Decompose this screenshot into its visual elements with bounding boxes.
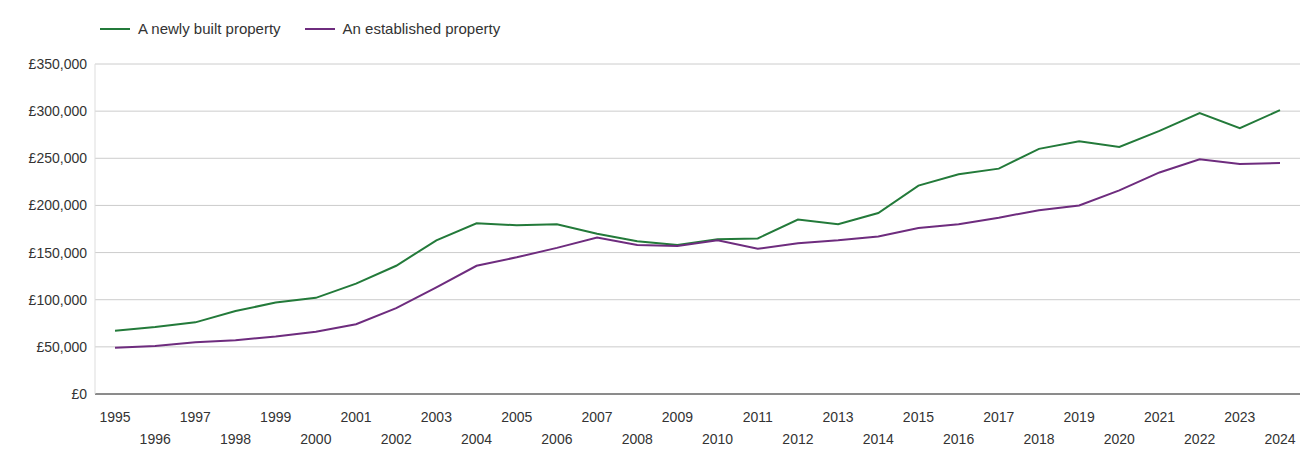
svg-text:£250,000: £250,000 [29, 150, 88, 166]
svg-text:£150,000: £150,000 [29, 245, 88, 261]
svg-text:2008: 2008 [622, 431, 653, 447]
svg-text:1996: 1996 [140, 431, 171, 447]
svg-text:£50,000: £50,000 [36, 339, 87, 355]
svg-text:2024: 2024 [1264, 431, 1295, 447]
svg-text:1995: 1995 [99, 409, 130, 425]
svg-text:2016: 2016 [943, 431, 974, 447]
html-text:A newly built property: A newly built property [138, 20, 281, 37]
svg-text:£300,000: £300,000 [29, 103, 88, 119]
svg-text:2005: 2005 [501, 409, 532, 425]
svg-text:2017: 2017 [983, 409, 1014, 425]
svg-text:2012: 2012 [782, 431, 813, 447]
svg-text:2022: 2022 [1184, 431, 1215, 447]
html-text:An established property: An established property [342, 20, 501, 37]
svg-text:2010: 2010 [702, 431, 733, 447]
svg-text:2014: 2014 [863, 431, 894, 447]
svg-text:1999: 1999 [260, 409, 291, 425]
svg-text:2011: 2011 [743, 409, 773, 425]
svg-text:2009: 2009 [662, 409, 693, 425]
svg-text:£100,000: £100,000 [29, 292, 88, 308]
svg-text:1997: 1997 [180, 409, 211, 425]
svg-text:2020: 2020 [1104, 431, 1135, 447]
svg-text:2002: 2002 [381, 431, 412, 447]
svg-text:2004: 2004 [461, 431, 492, 447]
svg-text:1998: 1998 [220, 431, 251, 447]
svg-text:2001: 2001 [340, 409, 371, 425]
svg-text:2023: 2023 [1224, 409, 1255, 425]
svg-text:2003: 2003 [421, 409, 452, 425]
svg-text:£200,000: £200,000 [29, 197, 88, 213]
svg-text:2000: 2000 [300, 431, 331, 447]
svg-text:2015: 2015 [903, 409, 934, 425]
svg-text:£350,000: £350,000 [29, 56, 88, 72]
svg-text:2013: 2013 [823, 409, 854, 425]
svg-text:2021: 2021 [1144, 409, 1175, 425]
svg-text:2019: 2019 [1064, 409, 1095, 425]
svg-text:£0: £0 [71, 386, 87, 402]
svg-text:2007: 2007 [581, 409, 612, 425]
svg-text:2018: 2018 [1023, 431, 1054, 447]
svg-text:2006: 2006 [541, 431, 572, 447]
